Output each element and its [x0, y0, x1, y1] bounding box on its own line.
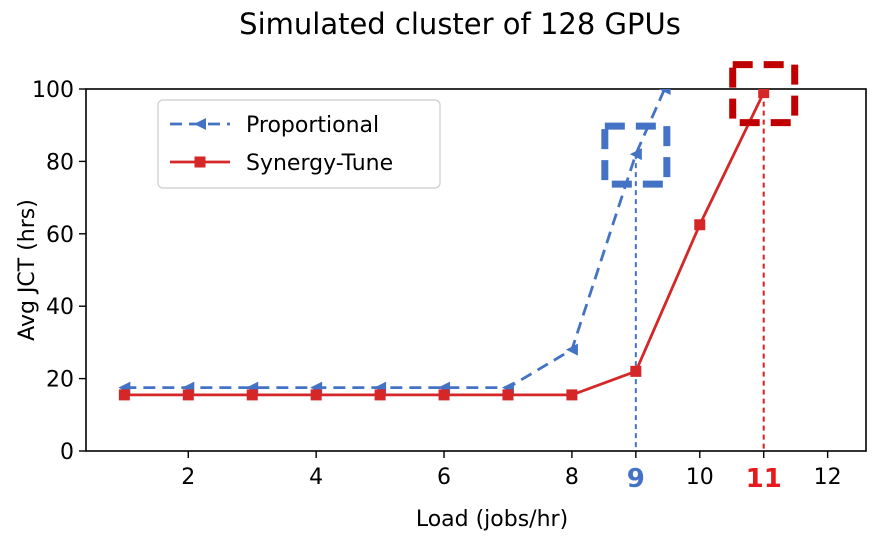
- data-point: [630, 365, 642, 377]
- legend-box: [157, 99, 441, 189]
- chart-title: Simulated cluster of 128 GPUs: [239, 7, 681, 41]
- data-point: [758, 89, 770, 99]
- data-point: [565, 343, 578, 356]
- y-tick-label: 60: [46, 223, 74, 248]
- data-point: [566, 389, 578, 401]
- y-tick-label: 40: [46, 295, 74, 320]
- x-tick-label: 8: [565, 465, 579, 490]
- data-point: [502, 389, 514, 401]
- x-axis-label: Load (jobs/hr): [416, 507, 568, 532]
- data-point: [438, 389, 450, 401]
- legend-label: Proportional: [246, 113, 379, 138]
- legend-label: Synergy-Tune: [246, 151, 393, 176]
- plot-frame: [85, 88, 867, 452]
- x-tick-label: 10: [686, 465, 714, 490]
- legend-marker: [194, 118, 206, 130]
- y-tick-label: 100: [32, 78, 74, 103]
- data-point: [182, 389, 194, 401]
- data-point: [246, 389, 258, 401]
- y-tick-label: 20: [46, 368, 74, 393]
- y-tick-label: 80: [46, 150, 74, 175]
- x-tick-label: 2: [181, 465, 195, 490]
- x-tick-label: 12: [814, 465, 842, 490]
- data-point: [310, 389, 322, 401]
- highlight-box: [729, 61, 799, 127]
- legend-marker: [194, 156, 206, 168]
- data-point: [629, 148, 642, 161]
- data-point: [118, 389, 130, 401]
- y-axis-label: Avg JCT (hrs): [15, 199, 40, 341]
- x-tick-label: 6: [437, 465, 451, 490]
- y-tick-label: 0: [60, 440, 74, 465]
- x-highlight-tick-label: 11: [746, 464, 782, 494]
- x-tick-label: 4: [309, 465, 323, 490]
- series-line-proportional: [124, 89, 666, 390]
- data-point: [694, 219, 706, 231]
- data-point: [374, 389, 386, 401]
- legend: Proportional Synergy-Tune: [157, 99, 441, 189]
- x-highlight-tick-label: 9: [627, 464, 645, 494]
- highlight-box: [601, 122, 671, 188]
- series-group: [118, 89, 770, 401]
- data-point: [658, 89, 671, 95]
